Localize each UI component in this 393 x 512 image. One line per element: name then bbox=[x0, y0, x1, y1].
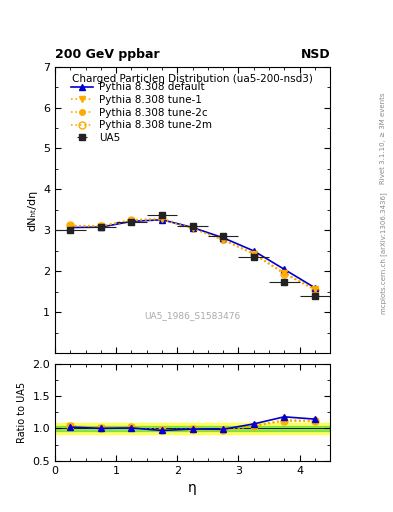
Pythia 8.308 default bbox=[221, 234, 226, 241]
Pythia 8.308 tune-2c bbox=[312, 286, 317, 292]
Pythia 8.308 default bbox=[68, 224, 73, 230]
Pythia 8.308 tune-2m bbox=[160, 216, 164, 222]
Pythia 8.308 tune-2c bbox=[252, 251, 256, 257]
Pythia 8.308 tune-2m bbox=[99, 223, 103, 229]
Pythia 8.308 tune-1 bbox=[160, 216, 164, 222]
Pythia 8.308 tune-2m bbox=[68, 222, 73, 228]
X-axis label: η: η bbox=[188, 481, 197, 495]
Pythia 8.308 default bbox=[160, 217, 164, 223]
Pythia 8.308 tune-1 bbox=[99, 223, 103, 229]
Text: Rivet 3.1.10, ≥ 3M events: Rivet 3.1.10, ≥ 3M events bbox=[380, 93, 386, 184]
Pythia 8.308 default bbox=[99, 224, 103, 230]
Pythia 8.308 default bbox=[312, 285, 317, 291]
Pythia 8.308 tune-1 bbox=[221, 237, 226, 243]
Pythia 8.308 default bbox=[282, 266, 286, 272]
Text: 200 GeV ppbar: 200 GeV ppbar bbox=[55, 49, 160, 61]
Pythia 8.308 tune-2c bbox=[282, 270, 286, 276]
Pythia 8.308 tune-2c bbox=[190, 225, 195, 231]
Pythia 8.308 tune-1 bbox=[312, 286, 317, 292]
Y-axis label: Ratio to UA5: Ratio to UA5 bbox=[17, 381, 27, 443]
Pythia 8.308 tune-2m bbox=[282, 271, 286, 277]
Pythia 8.308 tune-2m bbox=[252, 251, 256, 257]
Pythia 8.308 default bbox=[252, 248, 256, 254]
Text: mcplots.cern.ch [arXiv:1306.3436]: mcplots.cern.ch [arXiv:1306.3436] bbox=[380, 192, 387, 314]
Pythia 8.308 default bbox=[129, 218, 134, 224]
Pythia 8.308 tune-2m bbox=[221, 237, 226, 243]
Legend: Pythia 8.308 default, Pythia 8.308 tune-1, Pythia 8.308 tune-2c, Pythia 8.308 tu: Pythia 8.308 default, Pythia 8.308 tune-… bbox=[68, 80, 214, 145]
Pythia 8.308 tune-2c bbox=[221, 237, 226, 243]
Pythia 8.308 tune-1 bbox=[68, 223, 73, 229]
Line: Pythia 8.308 default: Pythia 8.308 default bbox=[68, 217, 318, 290]
Line: Pythia 8.308 tune-2c: Pythia 8.308 tune-2c bbox=[68, 217, 318, 292]
Y-axis label: dNₕₜ/dη: dNₕₜ/dη bbox=[28, 189, 37, 230]
Line: Pythia 8.308 tune-2m: Pythia 8.308 tune-2m bbox=[67, 215, 318, 293]
Pythia 8.308 tune-2c bbox=[160, 216, 164, 222]
Pythia 8.308 tune-2m bbox=[129, 217, 134, 223]
Line: Pythia 8.308 tune-1: Pythia 8.308 tune-1 bbox=[68, 217, 318, 292]
Pythia 8.308 tune-2c bbox=[68, 223, 73, 229]
Bar bbox=[55, 426, 330, 431]
Pythia 8.308 tune-2c bbox=[99, 223, 103, 229]
Pythia 8.308 tune-2m bbox=[190, 225, 195, 231]
Text: UA5_1986_S1583476: UA5_1986_S1583476 bbox=[145, 311, 241, 321]
Pythia 8.308 tune-2c bbox=[129, 218, 134, 224]
Pythia 8.308 tune-2m bbox=[312, 287, 317, 293]
Text: NSD: NSD bbox=[301, 49, 330, 61]
Bar bbox=[55, 422, 330, 434]
Pythia 8.308 tune-1 bbox=[252, 251, 256, 257]
Pythia 8.308 default bbox=[190, 224, 195, 230]
Pythia 8.308 tune-1 bbox=[129, 218, 134, 224]
Pythia 8.308 tune-1 bbox=[190, 225, 195, 231]
Pythia 8.308 tune-1 bbox=[282, 270, 286, 276]
Text: Charged Particleη Distribution (ua5-200-nsd3): Charged Particleη Distribution (ua5-200-… bbox=[72, 74, 313, 84]
